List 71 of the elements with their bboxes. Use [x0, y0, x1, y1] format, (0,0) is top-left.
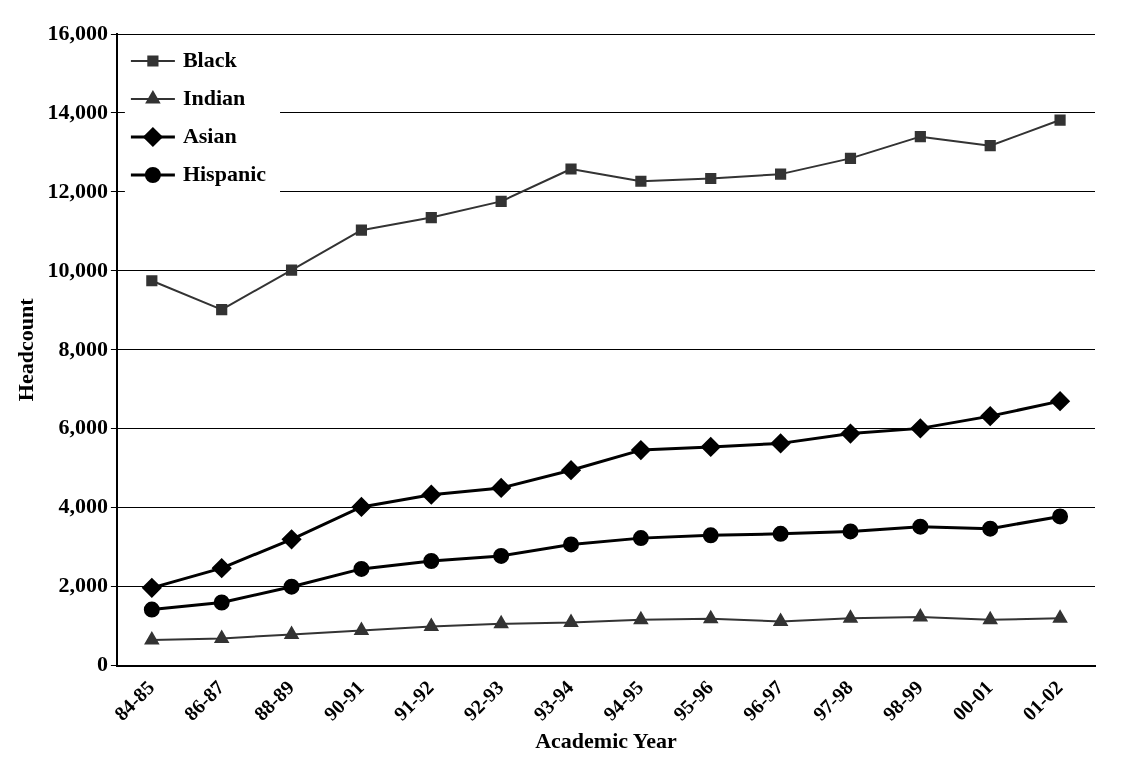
point [701, 437, 721, 457]
point [491, 478, 511, 498]
point [351, 497, 371, 517]
y-tick-label: 2,000 [58, 572, 108, 598]
point [143, 601, 160, 618]
point [1053, 610, 1068, 623]
point [983, 611, 998, 625]
point [771, 433, 791, 453]
point [146, 275, 158, 287]
point [703, 610, 718, 624]
point [631, 440, 651, 460]
point [424, 618, 439, 632]
point [912, 518, 929, 535]
y-tick-label: 0 [96, 651, 108, 677]
point [980, 406, 1000, 426]
point [1050, 391, 1070, 411]
point [494, 615, 509, 629]
point [283, 578, 300, 595]
point [984, 140, 996, 152]
point [354, 622, 369, 635]
point [421, 485, 441, 505]
point [1054, 114, 1066, 126]
y-tick-label: 10,000 [47, 256, 108, 282]
point [1052, 508, 1069, 525]
point [284, 626, 299, 639]
point [213, 594, 230, 611]
x-axis-title: Academic Year [535, 728, 677, 754]
point [561, 460, 581, 480]
y-tick-label: 14,000 [47, 98, 108, 124]
legend-label: Indian [182, 84, 246, 110]
point [493, 547, 510, 564]
point [914, 131, 926, 143]
point [212, 558, 232, 578]
legend-label: Hispanic [182, 160, 267, 186]
point [982, 520, 999, 537]
point [142, 578, 162, 598]
point [844, 152, 857, 164]
y-tick-label: 8,000 [58, 335, 108, 361]
legend-label: Black [182, 46, 238, 72]
y-tick-label: 12,000 [47, 177, 108, 203]
point [285, 264, 298, 276]
point [910, 418, 930, 438]
y-tick-label: 16,000 [47, 19, 108, 45]
point [840, 424, 860, 444]
point [353, 560, 370, 577]
point [773, 613, 788, 626]
point [216, 303, 228, 316]
point [495, 195, 507, 207]
point [772, 525, 789, 542]
point [563, 536, 580, 553]
point [425, 211, 437, 224]
point [565, 163, 577, 175]
y-axis-title: Headcount [12, 297, 38, 402]
point [775, 168, 787, 180]
point [633, 611, 648, 625]
point [355, 224, 368, 236]
point [843, 610, 858, 623]
point [705, 172, 717, 185]
point [635, 175, 647, 187]
y-tick-label: 4,000 [58, 493, 108, 519]
point [423, 553, 440, 570]
point [702, 527, 719, 544]
point [282, 529, 302, 549]
legend-label: Asian [182, 122, 237, 148]
y-tick-label: 6,000 [58, 414, 108, 440]
point [144, 631, 159, 645]
point [563, 614, 579, 628]
point [632, 530, 649, 547]
point [214, 630, 229, 643]
point [913, 609, 928, 622]
point [842, 523, 859, 540]
